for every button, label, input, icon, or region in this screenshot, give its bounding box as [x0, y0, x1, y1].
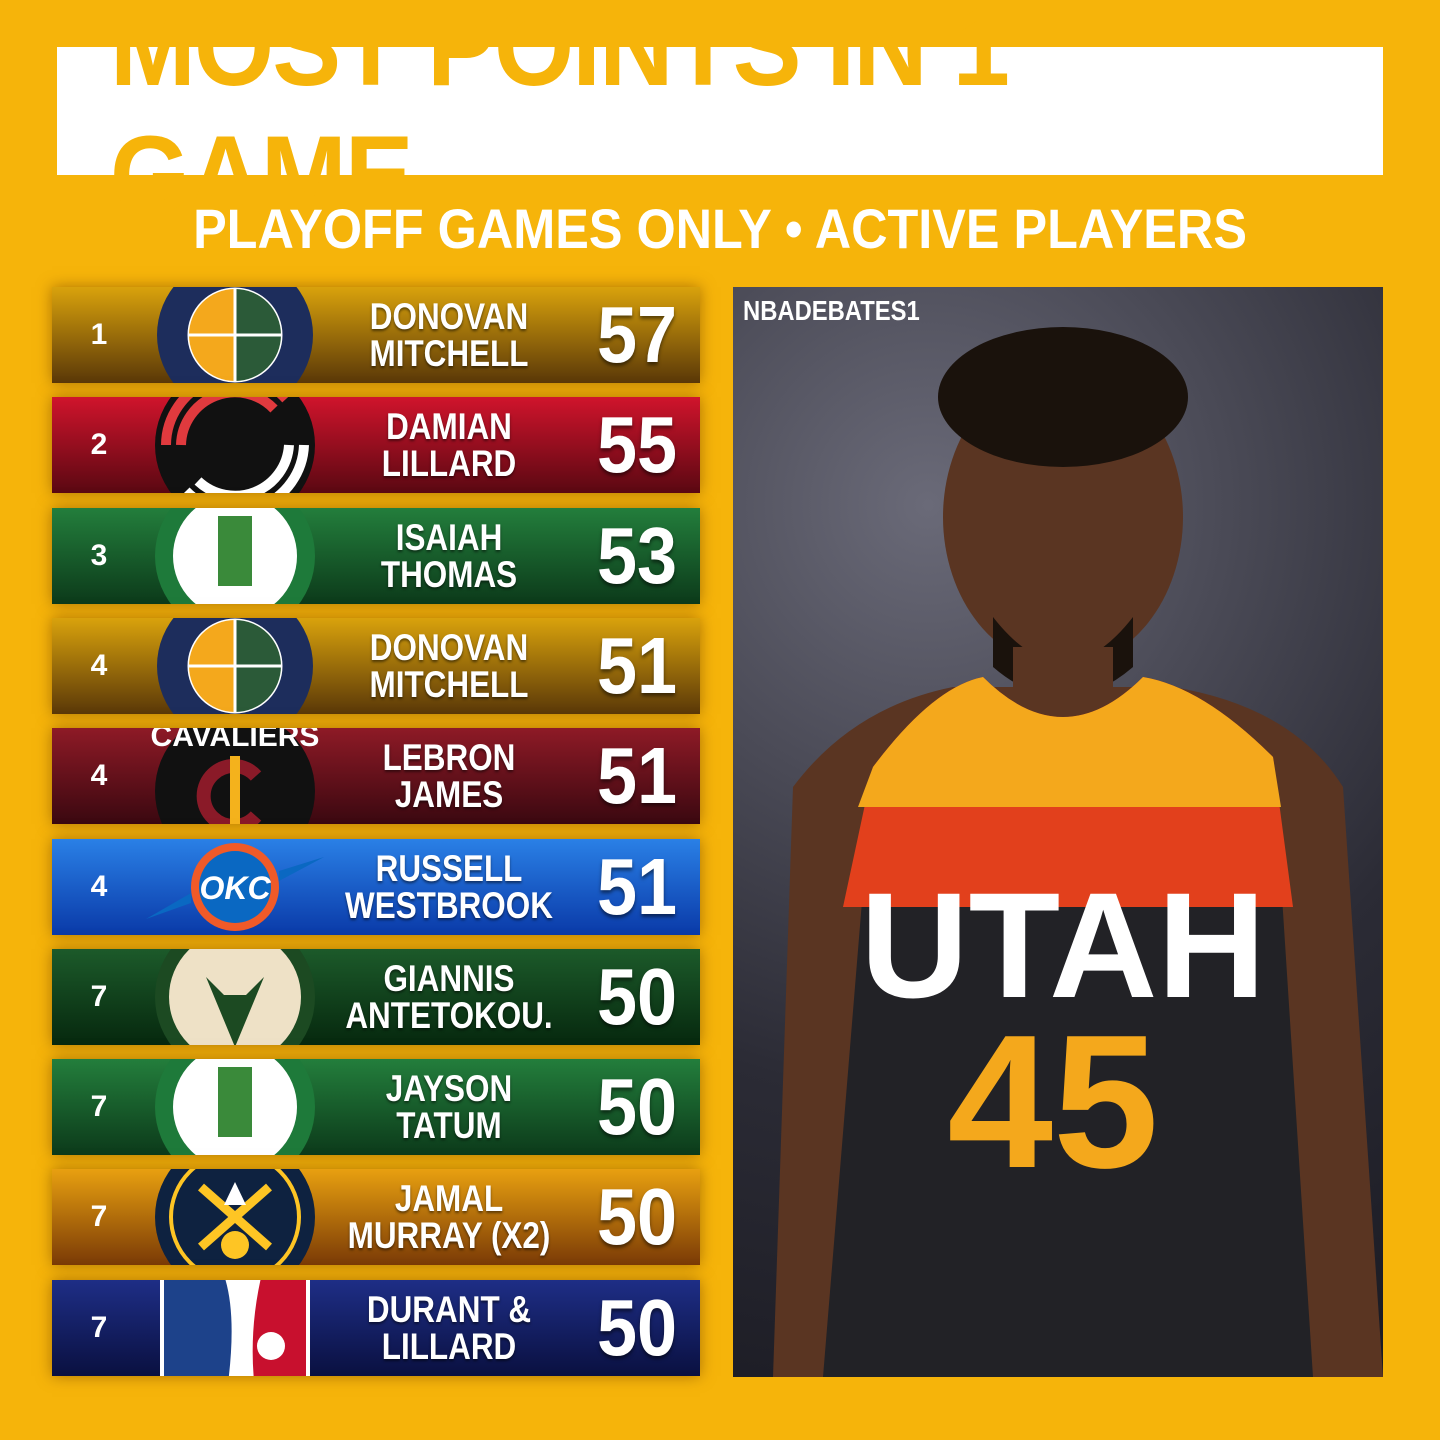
title-banner: MOST POINTS IN 1 GAME	[57, 0, 1383, 238]
points: 50	[596, 1172, 678, 1262]
ranking-row: 4 CAVALIERS LEBRON JAMES 51	[52, 728, 700, 825]
rank: 4	[90, 648, 108, 682]
player-illustration: UTAH 45	[773, 327, 1383, 1377]
points: 51	[596, 620, 678, 710]
player-name-line1: RUSSELL	[375, 847, 523, 889]
points: 50	[596, 1062, 678, 1152]
player-name-line1: DONOVAN	[369, 296, 529, 337]
points: 57	[596, 290, 678, 379]
ranking-row: 7 JAYSON TATUM 50	[52, 1059, 700, 1156]
thunder-logo-icon: OKC	[146, 839, 324, 935]
player-name-line1: JAYSON	[385, 1068, 513, 1110]
player-name-line2: MITCHELL	[369, 663, 529, 705]
svg-text:CAVALIERS: CAVALIERS	[151, 728, 320, 753]
player-name: DURANT & LILLARD	[343, 1291, 556, 1365]
rank: 1	[90, 318, 108, 351]
player-name: RUSSELL WESTBROOK	[343, 850, 556, 924]
rank: 7	[90, 1200, 108, 1234]
player-name-line1: JAMAL	[394, 1178, 504, 1220]
jazz-logo-icon	[146, 287, 324, 383]
player-name-line2: JAMES	[394, 774, 504, 816]
points: 53	[596, 510, 678, 600]
rank: 7	[90, 979, 108, 1013]
player-name: JAYSON TATUM	[343, 1070, 556, 1144]
ranking-row: 4 DONOVAN MITCHELL 51	[52, 617, 700, 714]
player-name-line2: TATUM	[396, 1105, 502, 1147]
player-photo: UTAH 45 NBADEBATES1	[733, 287, 1383, 1377]
points: 50	[596, 1282, 678, 1372]
points: 55	[596, 400, 678, 490]
jersey-team: UTAH	[860, 861, 1265, 1029]
player-name-line2: LILLARD	[381, 1325, 517, 1367]
player-name-line1: GIANNIS	[383, 957, 515, 999]
rank: 3	[90, 538, 108, 572]
rank: 4	[90, 869, 108, 903]
nuggets-logo-icon	[146, 1169, 324, 1266]
bucks-logo-icon	[146, 948, 324, 1045]
ranking-row: 3 ISAIAH THOMAS 53	[52, 507, 700, 604]
points: 50	[596, 951, 678, 1041]
player-name-line2: ANTETOKOU.	[345, 994, 553, 1036]
player-name-line2: MURRAY (X2)	[347, 1215, 551, 1257]
player-name-line2: LILLARD	[381, 443, 517, 485]
player-name: GIANNIS ANTETOKOU.	[343, 960, 556, 1034]
ranking-row: 1 DONOVAN MITCHELL 57	[52, 287, 700, 383]
ranking-row: 2 DAMIAN LILLARD 55	[52, 397, 700, 494]
player-name-line2: THOMAS	[380, 553, 518, 595]
player-name-line1: DURANT &	[366, 1288, 532, 1330]
celtics-logo-icon	[146, 1059, 324, 1156]
player-name: DAMIAN LILLARD	[343, 408, 556, 482]
points: 51	[596, 731, 678, 821]
player-name-line2: WESTBROOK	[345, 884, 553, 926]
player-name: ISAIAH THOMAS	[343, 519, 556, 593]
nba-logo-icon	[146, 1279, 324, 1376]
player-name: LEBRON JAMES	[343, 739, 556, 813]
ranking-row: 7 GIANNIS ANTETOKOU. 50	[52, 948, 700, 1045]
page-title: MOST POINTS IN 1 GAME	[110, 0, 1010, 238]
rank: 2	[90, 428, 108, 462]
player-name-line2: MITCHELL	[369, 333, 529, 374]
player-name-line1: DONOVAN	[369, 626, 529, 668]
rank: 4	[90, 759, 108, 793]
player-name: DONOVAN MITCHELL	[343, 629, 556, 703]
jersey-number: 45	[947, 996, 1158, 1208]
watermark: NBADEBATES1	[743, 295, 920, 326]
player-name: DONOVAN MITCHELL	[343, 298, 556, 372]
player-name-line1: DAMIAN	[386, 406, 512, 448]
rank: 7	[90, 1090, 108, 1124]
ranking-row: 7 DURANT & LILLARD 50	[52, 1279, 700, 1376]
ranking-row: 7 JAMAL MURRAY (X2) 50	[52, 1169, 700, 1266]
cavaliers-logo-icon: CAVALIERS	[146, 728, 324, 825]
ranking-row: 4 OKC RUSSELL WESTBROOK 51	[52, 838, 700, 935]
player-name-line1: LEBRON	[382, 737, 516, 779]
jazz-logo-icon	[146, 617, 324, 714]
player-name-line1: ISAIAH	[395, 516, 503, 558]
points: 51	[596, 841, 678, 931]
rank: 7	[90, 1310, 108, 1344]
player-name: JAMAL MURRAY (X2)	[343, 1180, 556, 1254]
blazers-logo-icon	[146, 397, 324, 494]
celtics-logo-icon	[146, 507, 324, 604]
subtitle: PLAYOFF GAMES ONLY • ACTIVE PLAYERS	[193, 197, 1247, 260]
svg-text:OKC: OKC	[199, 870, 271, 906]
